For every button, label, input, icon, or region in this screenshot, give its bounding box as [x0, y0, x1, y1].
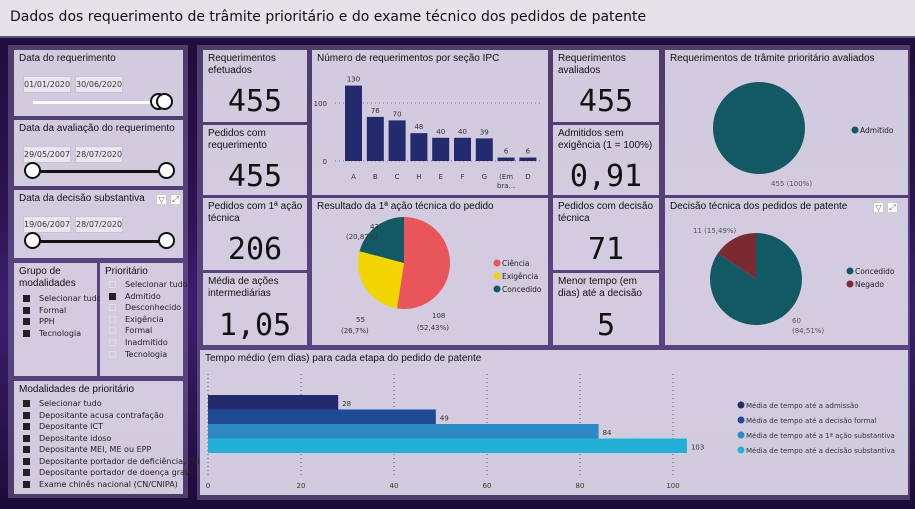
x-tick-label: 0 [206, 482, 210, 490]
legend-label: Exigência [502, 272, 538, 281]
bar [208, 424, 599, 439]
x-tick-label: D [525, 173, 530, 181]
legend-marker [494, 273, 501, 280]
bar [410, 133, 427, 161]
legend-label: Concedido [855, 267, 895, 276]
legend-marker [738, 417, 745, 424]
bar [498, 158, 515, 161]
legend-marker [738, 447, 745, 454]
data-label: 43 [370, 223, 379, 231]
bar [389, 120, 406, 161]
bar [476, 138, 493, 161]
legend-label: Média de tempo até a decisão formal [746, 417, 877, 425]
data-label: 455 (100%) [771, 180, 812, 188]
data-label: 6 [504, 148, 509, 156]
legend-marker [847, 268, 854, 275]
data-label: 6 [526, 148, 531, 156]
legend-label: Concedido [502, 285, 542, 294]
x-tick-label: 20 [297, 482, 306, 490]
x-tick-label: 60 [483, 482, 492, 490]
data-label: 28 [342, 400, 351, 408]
data-label: 60 [792, 317, 801, 325]
data-label: 49 [440, 415, 449, 423]
pie-slice [713, 82, 805, 174]
bar [208, 439, 687, 454]
data-label: (20,87%) [346, 233, 378, 241]
x-tick-label: 100 [666, 482, 679, 490]
legend-marker [738, 402, 745, 409]
legend-marker [738, 432, 745, 439]
x-tick-label: H [416, 173, 421, 181]
bar [367, 117, 384, 161]
x-tick-label: G [482, 173, 487, 181]
legend-label: Ciência [502, 259, 530, 268]
x-tick-label: (Embra... [497, 173, 515, 190]
data-label: 40 [436, 128, 445, 136]
bar [208, 410, 436, 425]
bar [454, 138, 471, 161]
legend-marker [852, 127, 859, 134]
legend-label: Média de tempo até a decisão substantiva [746, 447, 895, 455]
legend-marker [494, 286, 501, 293]
legend-label: Admitido [860, 126, 894, 135]
bar [519, 158, 536, 161]
x-tick-label: E [438, 173, 442, 181]
x-tick-label: C [395, 173, 400, 181]
data-label: 40 [458, 128, 467, 136]
legend-label: Negado [855, 280, 884, 289]
bar [345, 86, 362, 161]
data-label: (52,43%) [417, 324, 449, 332]
data-label: 103 [691, 444, 704, 452]
data-label: (84,51%) [792, 327, 824, 335]
legend-marker [494, 260, 501, 267]
data-label: 48 [414, 123, 423, 131]
x-tick-label: A [351, 173, 356, 181]
data-label: 39 [480, 128, 489, 136]
x-tick-label: B [373, 173, 378, 181]
data-label: (26,7%) [341, 327, 369, 335]
y-tick-label: 0 [323, 158, 327, 166]
data-label: 70 [393, 110, 402, 118]
y-tick-label: 100 [314, 100, 327, 108]
bar [432, 138, 449, 161]
x-tick-label: 80 [576, 482, 585, 490]
x-tick-label: F [460, 173, 464, 181]
bar [208, 395, 338, 410]
legend-marker [847, 281, 854, 288]
legend-label: Média de tempo até a 1ª ação substantiva [746, 432, 895, 440]
data-label: 55 [356, 316, 365, 324]
data-label: 76 [371, 107, 380, 115]
data-label: 130 [347, 76, 360, 84]
data-label: 11 (15,49%) [693, 227, 737, 235]
legend-label: Média de tempo até a admissão [746, 402, 859, 410]
data-label: 108 [432, 312, 445, 320]
pie-slice [397, 217, 450, 309]
x-tick-label: 40 [390, 482, 399, 490]
data-label: 84 [603, 429, 612, 437]
